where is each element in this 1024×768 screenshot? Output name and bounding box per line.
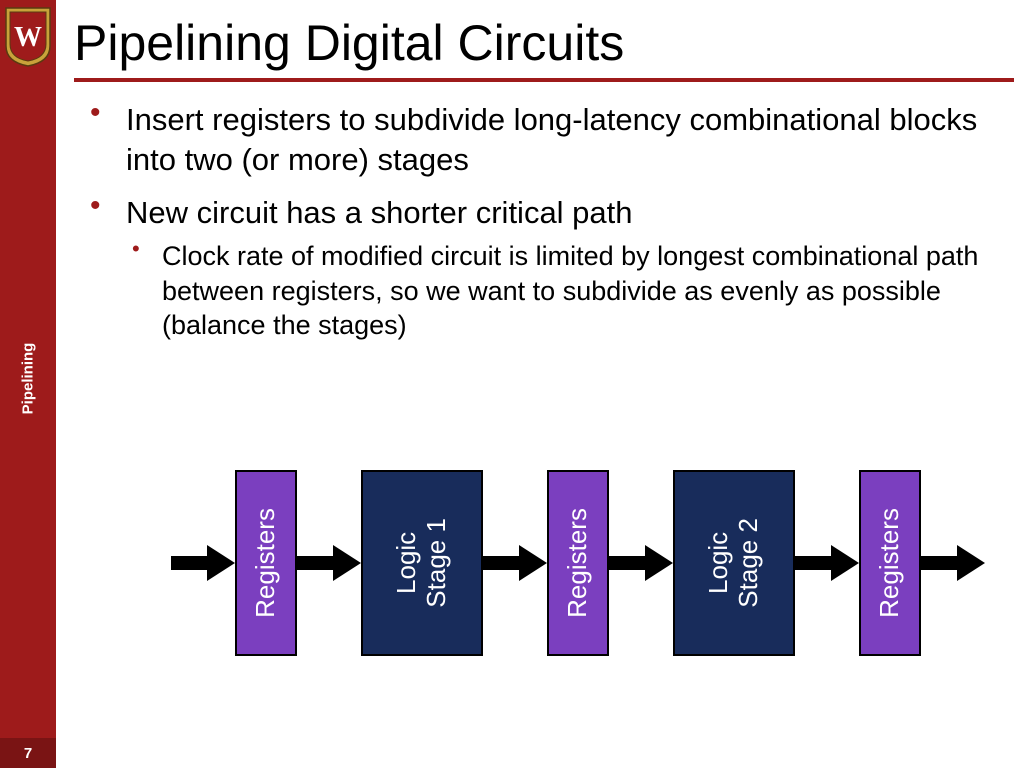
page-number: 7 [24,745,32,762]
sidebar-section-label: Pipelining [20,343,37,415]
arrow-icon [609,545,673,581]
registers-block: Registers [859,470,921,656]
crest-letter: W [14,22,42,53]
arrow-icon [795,545,859,581]
title-rule [74,78,1014,82]
arrow-icon [921,545,985,581]
arrow-icon [483,545,547,581]
block-label: LogicStage 2 [704,518,764,608]
slide-content: Pipelining Digital Circuits Insert regis… [56,0,1024,768]
bullet-list: Insert registers to subdivide long-laten… [74,100,994,343]
logic-stage-block: LogicStage 2 [673,470,795,656]
bullet-item: New circuit has a shorter critical path … [86,193,994,342]
block-label: LogicStage 1 [392,518,452,608]
diagram-row: Registers LogicStage 1 Registers LogicStage… [171,470,1024,656]
slide-title: Pipelining Digital Circuits [74,14,994,72]
arrow-icon [297,545,361,581]
block-label: Registers [563,508,593,618]
logic-stage-block: LogicStage 1 [361,470,483,656]
page-number-box: 7 [0,738,56,768]
pipeline-diagram: Registers LogicStage 1 Registers LogicStage… [171,470,1024,670]
block-label: Registers [875,508,905,618]
sub-bullet-text: Clock rate of modified circuit is limite… [162,241,978,340]
bullet-text: Insert registers to subdivide long-laten… [126,102,977,177]
bullet-text: New circuit has a shorter critical path [126,195,633,230]
sub-bullet-item: Clock rate of modified circuit is limite… [126,239,994,343]
registers-block: Registers [235,470,297,656]
sub-bullet-list: Clock rate of modified circuit is limite… [126,239,994,343]
arrow-icon [171,545,235,581]
university-crest-icon: W [4,6,52,68]
registers-block: Registers [547,470,609,656]
sidebar: W Pipelining 7 [0,0,56,768]
bullet-item: Insert registers to subdivide long-laten… [86,100,994,179]
block-label: Registers [251,508,281,618]
